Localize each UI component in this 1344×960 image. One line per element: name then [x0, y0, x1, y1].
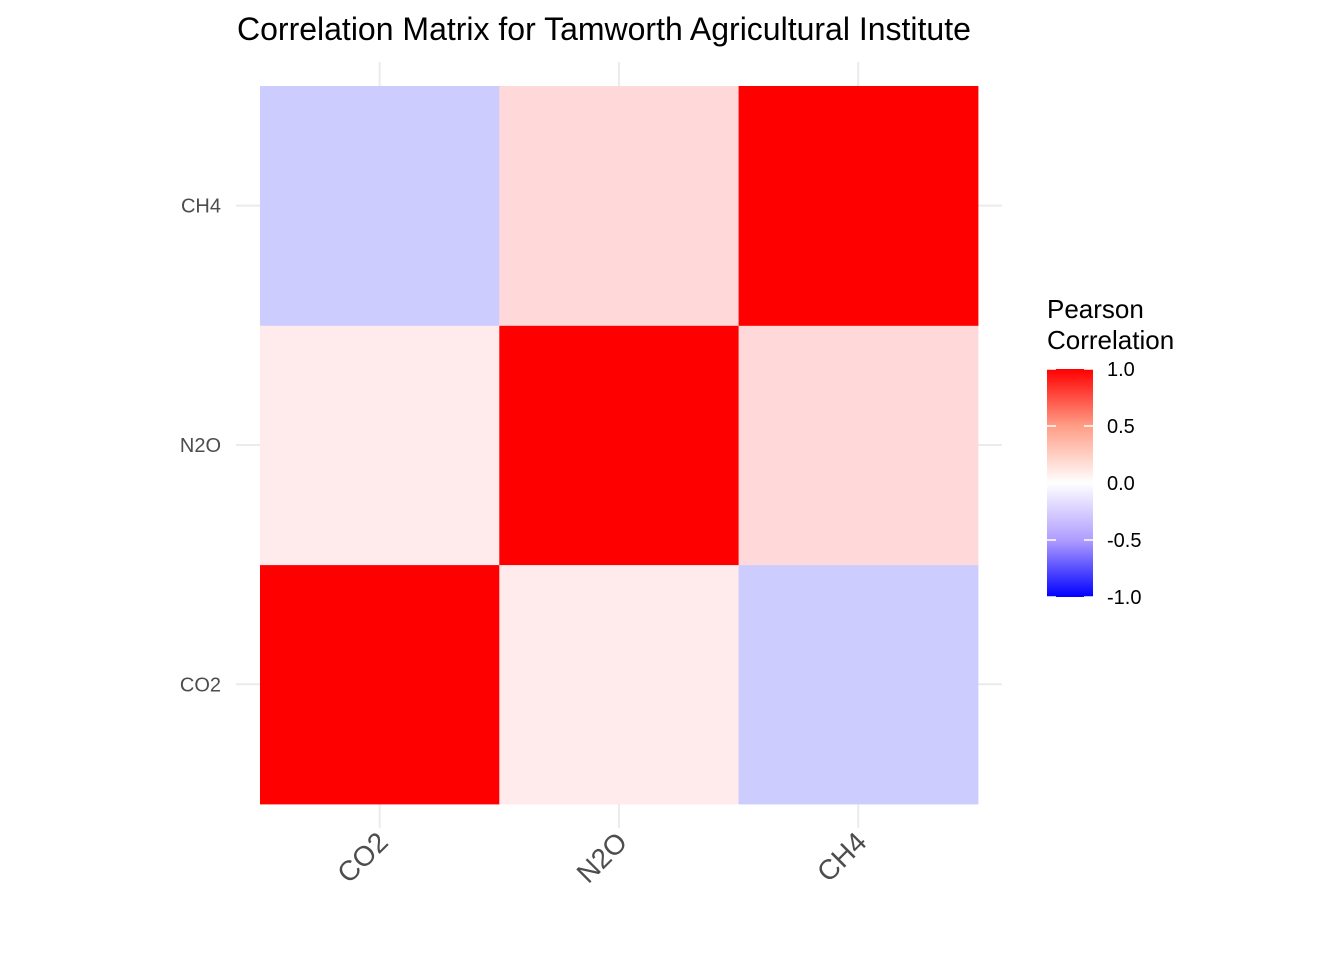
- legend-title-line-1: Pearson: [1047, 294, 1144, 324]
- x-tick-label-n2o: N2O: [571, 826, 634, 889]
- legend-tick-label: -1.0: [1107, 587, 1141, 609]
- chart-title: Correlation Matrix for Tamworth Agricult…: [237, 11, 971, 47]
- legend-ticks: 1.0 0.5 0.0 -0.5 -1.0: [1047, 359, 1141, 609]
- heatmap-cell-co2-ch4: [260, 86, 500, 326]
- legend-tick-label: -0.5: [1107, 530, 1141, 552]
- heatmap-cell-n2o-co2: [499, 564, 740, 805]
- legend-tick-label: 0.5: [1107, 416, 1135, 438]
- heatmap-cell-co2-n2o: [260, 325, 500, 566]
- heatmap-cell-co2-co2: [260, 564, 500, 805]
- heatmap-cell-n2o-n2o: [499, 325, 740, 566]
- heatmap-cell-ch4-co2: [738, 564, 979, 805]
- heatmap-cell-ch4-ch4: [738, 86, 979, 326]
- legend-title-line-2: Correlation: [1047, 325, 1174, 355]
- legend-tick-label: 0.0: [1107, 473, 1135, 495]
- y-tick-label-ch4: CH4: [181, 196, 221, 218]
- legend: Pearson Correlation 1.0 0.5 0.0 -0.5 -1.0: [1047, 294, 1174, 609]
- y-tick-label-co2: CO2: [180, 674, 221, 696]
- heatmap-cells: [260, 86, 979, 805]
- x-tick-label-ch4: CH4: [811, 826, 873, 888]
- heatmap-cell-n2o-ch4: [499, 86, 740, 326]
- x-tick-label-co2: CO2: [331, 826, 394, 889]
- legend-tick-label: 1.0: [1107, 359, 1135, 381]
- heatmap-cell-ch4-n2o: [738, 325, 979, 566]
- y-tick-label-n2o: N2O: [180, 435, 221, 457]
